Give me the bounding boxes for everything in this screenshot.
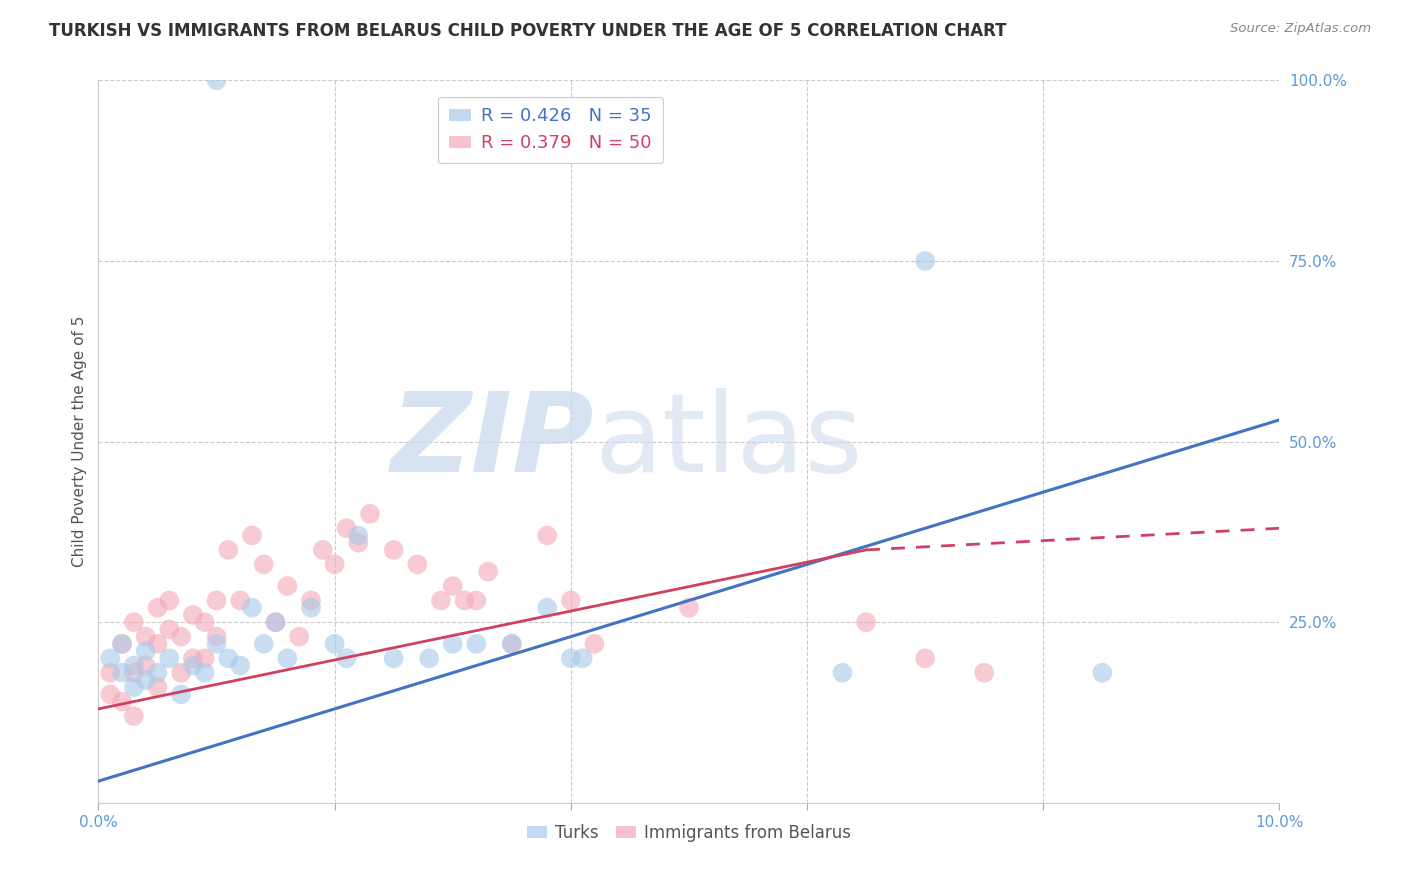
Point xyxy=(477,565,499,579)
Text: ZIP: ZIP xyxy=(391,388,595,495)
Point xyxy=(276,651,298,665)
Point xyxy=(347,535,370,549)
Point xyxy=(560,593,582,607)
Point xyxy=(205,73,228,87)
Point xyxy=(111,695,134,709)
Point xyxy=(347,528,370,542)
Point xyxy=(288,630,311,644)
Point xyxy=(501,637,523,651)
Point xyxy=(253,558,276,572)
Point xyxy=(111,665,134,680)
Y-axis label: Child Poverty Under the Age of 5: Child Poverty Under the Age of 5 xyxy=(72,316,87,567)
Point xyxy=(229,593,252,607)
Point xyxy=(299,600,322,615)
Point xyxy=(217,542,239,557)
Point xyxy=(122,615,145,630)
Point xyxy=(430,593,453,607)
Point xyxy=(359,507,381,521)
Point xyxy=(335,521,357,535)
Point xyxy=(240,528,263,542)
Point xyxy=(122,658,145,673)
Point xyxy=(441,579,464,593)
Point xyxy=(335,651,357,665)
Point xyxy=(973,665,995,680)
Point xyxy=(135,630,157,644)
Point xyxy=(276,579,298,593)
Point xyxy=(181,658,204,673)
Point xyxy=(406,558,429,572)
Point xyxy=(205,630,228,644)
Point xyxy=(157,623,180,637)
Point xyxy=(135,658,157,673)
Text: Source: ZipAtlas.com: Source: ZipAtlas.com xyxy=(1230,22,1371,36)
Point xyxy=(146,680,169,694)
Point xyxy=(253,637,276,651)
Point xyxy=(111,637,134,651)
Point xyxy=(855,615,877,630)
Point xyxy=(571,651,593,665)
Point xyxy=(382,542,405,557)
Point xyxy=(194,615,217,630)
Point xyxy=(146,665,169,680)
Point xyxy=(583,637,606,651)
Point xyxy=(194,665,217,680)
Point xyxy=(157,593,180,607)
Point xyxy=(217,651,239,665)
Point xyxy=(560,651,582,665)
Point xyxy=(146,600,169,615)
Point xyxy=(122,665,145,680)
Point xyxy=(536,528,558,542)
Point xyxy=(240,600,263,615)
Point xyxy=(441,637,464,651)
Point xyxy=(170,630,193,644)
Point xyxy=(264,615,287,630)
Point xyxy=(111,637,134,651)
Point xyxy=(914,253,936,268)
Point xyxy=(205,593,228,607)
Point xyxy=(678,600,700,615)
Point xyxy=(122,680,145,694)
Point xyxy=(157,651,180,665)
Point xyxy=(312,542,335,557)
Point xyxy=(98,687,121,701)
Point xyxy=(323,637,346,651)
Point xyxy=(453,593,475,607)
Point xyxy=(135,644,157,658)
Point xyxy=(418,651,440,665)
Point xyxy=(181,607,204,622)
Legend: Turks, Immigrants from Belarus: Turks, Immigrants from Belarus xyxy=(520,817,858,848)
Point xyxy=(536,600,558,615)
Point xyxy=(181,651,204,665)
Point xyxy=(382,651,405,665)
Point xyxy=(264,615,287,630)
Point xyxy=(194,651,217,665)
Point xyxy=(465,637,488,651)
Point xyxy=(299,593,322,607)
Point xyxy=(501,637,523,651)
Point xyxy=(914,651,936,665)
Point xyxy=(170,665,193,680)
Point xyxy=(323,558,346,572)
Point xyxy=(98,651,121,665)
Point xyxy=(465,593,488,607)
Point xyxy=(122,709,145,723)
Text: atlas: atlas xyxy=(595,388,863,495)
Point xyxy=(135,673,157,687)
Point xyxy=(831,665,853,680)
Text: TURKISH VS IMMIGRANTS FROM BELARUS CHILD POVERTY UNDER THE AGE OF 5 CORRELATION : TURKISH VS IMMIGRANTS FROM BELARUS CHILD… xyxy=(49,22,1007,40)
Point xyxy=(170,687,193,701)
Point xyxy=(1091,665,1114,680)
Point xyxy=(229,658,252,673)
Point xyxy=(146,637,169,651)
Point xyxy=(98,665,121,680)
Point xyxy=(205,637,228,651)
